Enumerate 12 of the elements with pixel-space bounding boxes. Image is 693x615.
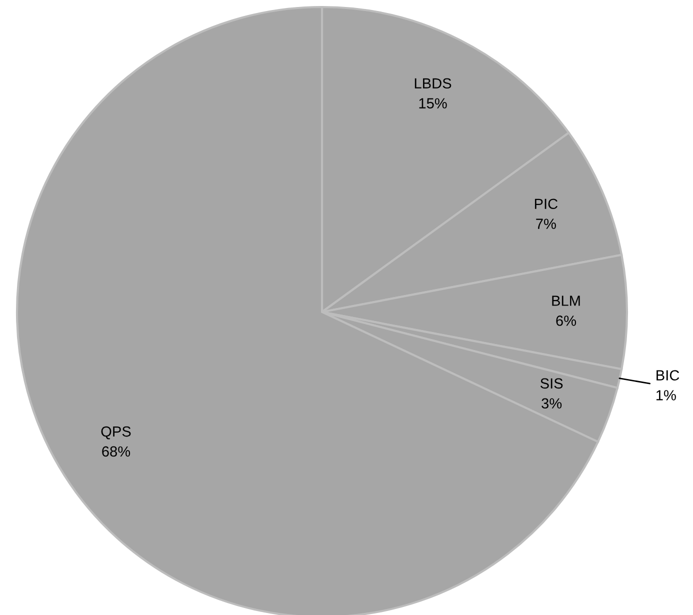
data-label: 15% (419, 98, 447, 108)
data-label: 68% (102, 446, 130, 457)
slice-label: LBDS (414, 78, 452, 89)
slice-label: BIC (656, 370, 680, 380)
slice-label: QPS (101, 426, 131, 440)
data-label: 3% (542, 398, 562, 409)
slice-label: SIS (540, 378, 563, 389)
slice-label: PIC (534, 198, 558, 210)
slice-label: BLM (552, 296, 580, 306)
data-label: 7% (536, 218, 556, 229)
data-label: 6% (556, 316, 576, 326)
data-label: 1% (656, 390, 676, 400)
